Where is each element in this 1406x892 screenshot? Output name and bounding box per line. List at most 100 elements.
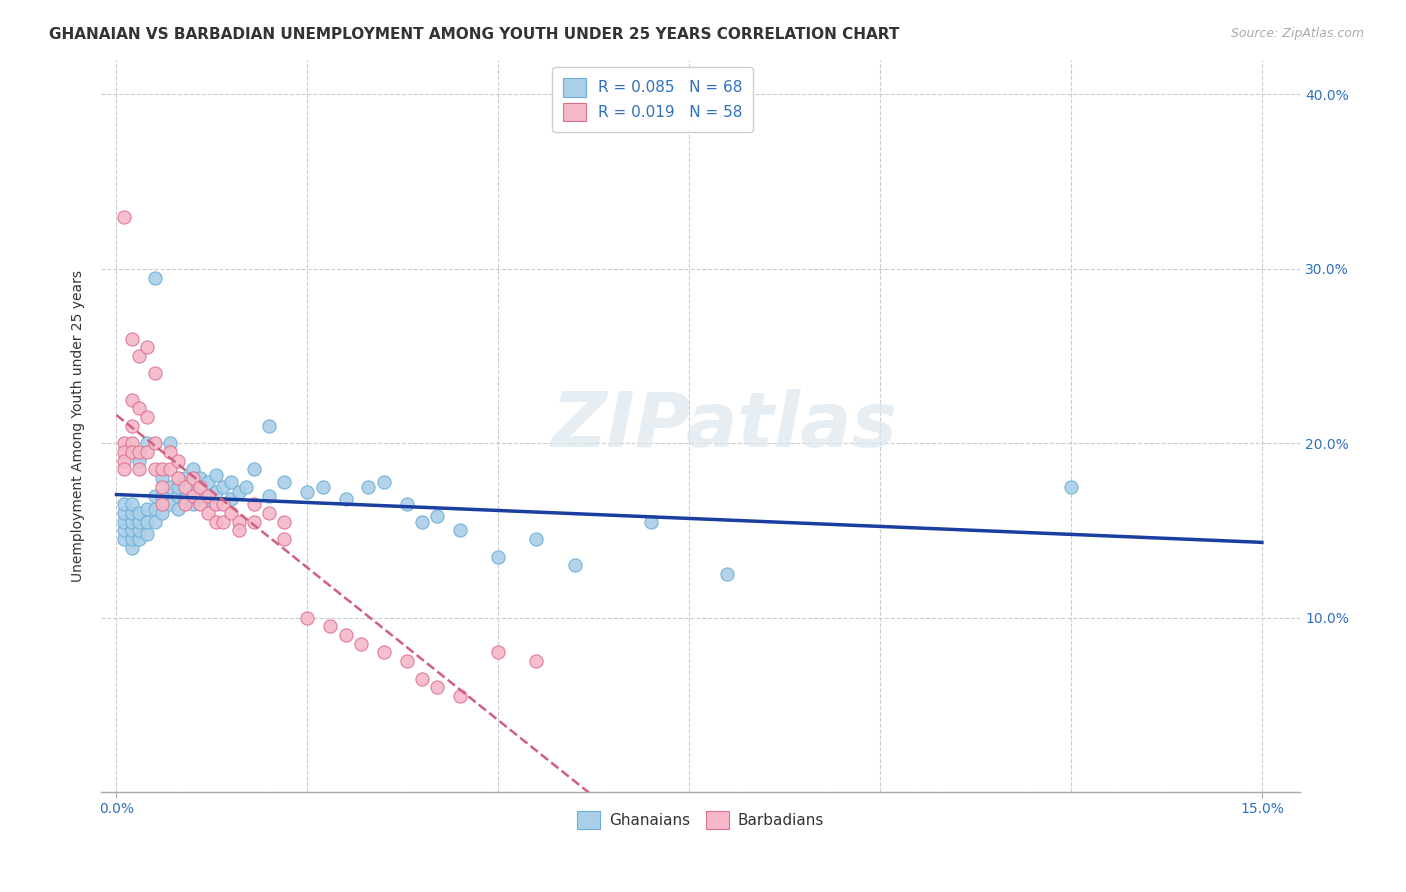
- Point: [212, 497, 235, 511]
- Text: ZIPatlas: ZIPatlas: [551, 389, 897, 463]
- Point: [181, 489, 204, 503]
- Point: [228, 485, 250, 500]
- Point: [297, 610, 319, 624]
- Point: [411, 672, 433, 686]
- Point: [273, 515, 295, 529]
- Point: [486, 549, 509, 564]
- Point: [136, 527, 159, 541]
- Legend: Ghanaians, Barbadians: Ghanaians, Barbadians: [571, 805, 830, 836]
- Point: [143, 367, 166, 381]
- Point: [228, 515, 250, 529]
- Point: [411, 515, 433, 529]
- Point: [121, 497, 143, 511]
- Point: [128, 524, 150, 538]
- Point: [136, 436, 159, 450]
- Point: [526, 654, 548, 668]
- Point: [197, 475, 219, 489]
- Point: [311, 480, 333, 494]
- Point: [426, 509, 449, 524]
- Point: [449, 689, 471, 703]
- Point: [159, 436, 181, 450]
- Point: [112, 524, 135, 538]
- Point: [166, 480, 188, 494]
- Point: [197, 491, 219, 506]
- Y-axis label: Unemployment Among Youth under 25 years: Unemployment Among Youth under 25 years: [72, 269, 86, 582]
- Point: [174, 497, 197, 511]
- Point: [128, 515, 150, 529]
- Point: [564, 558, 586, 573]
- Point: [136, 502, 159, 516]
- Point: [197, 506, 219, 520]
- Point: [357, 480, 380, 494]
- Point: [150, 489, 173, 503]
- Point: [297, 485, 319, 500]
- Point: [166, 471, 188, 485]
- Point: [204, 497, 226, 511]
- Point: [121, 515, 143, 529]
- Point: [486, 645, 509, 659]
- Point: [143, 515, 166, 529]
- Point: [136, 445, 159, 459]
- Point: [257, 418, 280, 433]
- Point: [204, 467, 226, 482]
- Point: [190, 480, 212, 494]
- Point: [166, 489, 188, 503]
- Point: [235, 480, 257, 494]
- Point: [128, 445, 150, 459]
- Point: [212, 480, 235, 494]
- Point: [143, 462, 166, 476]
- Point: [112, 462, 135, 476]
- Point: [219, 506, 242, 520]
- Point: [112, 506, 135, 520]
- Point: [373, 645, 395, 659]
- Point: [395, 497, 418, 511]
- Point: [526, 532, 548, 546]
- Point: [335, 628, 357, 642]
- Point: [640, 515, 662, 529]
- Point: [212, 515, 235, 529]
- Point: [166, 502, 188, 516]
- Point: [716, 566, 738, 581]
- Point: [335, 491, 357, 506]
- Point: [128, 462, 150, 476]
- Point: [181, 462, 204, 476]
- Point: [121, 541, 143, 555]
- Point: [159, 497, 181, 511]
- Point: [1060, 480, 1083, 494]
- Point: [121, 436, 143, 450]
- Point: [121, 332, 143, 346]
- Point: [190, 471, 212, 485]
- Point: [112, 436, 135, 450]
- Point: [204, 515, 226, 529]
- Point: [174, 480, 197, 494]
- Point: [121, 392, 143, 407]
- Point: [150, 497, 173, 511]
- Point: [128, 401, 150, 416]
- Point: [174, 471, 197, 485]
- Point: [181, 471, 204, 485]
- Point: [159, 445, 181, 459]
- Point: [112, 210, 135, 224]
- Point: [190, 497, 212, 511]
- Point: [319, 619, 342, 633]
- Point: [112, 532, 135, 546]
- Point: [243, 497, 266, 511]
- Point: [243, 462, 266, 476]
- Point: [121, 418, 143, 433]
- Point: [395, 654, 418, 668]
- Point: [243, 515, 266, 529]
- Point: [181, 485, 204, 500]
- Point: [121, 532, 143, 546]
- Point: [143, 436, 166, 450]
- Point: [128, 453, 150, 467]
- Point: [143, 489, 166, 503]
- Point: [121, 524, 143, 538]
- Point: [150, 471, 173, 485]
- Point: [219, 475, 242, 489]
- Point: [350, 637, 373, 651]
- Point: [273, 532, 295, 546]
- Text: GHANAIAN VS BARBADIAN UNEMPLOYMENT AMONG YOUTH UNDER 25 YEARS CORRELATION CHART: GHANAIAN VS BARBADIAN UNEMPLOYMENT AMONG…: [49, 27, 900, 42]
- Point: [128, 532, 150, 546]
- Point: [150, 462, 173, 476]
- Point: [174, 491, 197, 506]
